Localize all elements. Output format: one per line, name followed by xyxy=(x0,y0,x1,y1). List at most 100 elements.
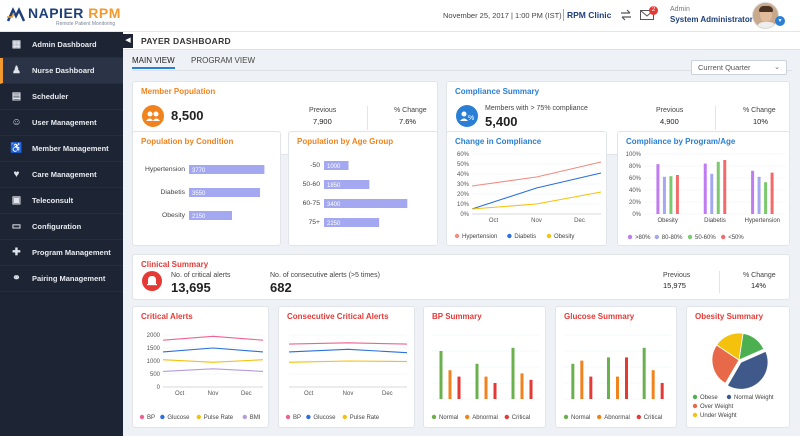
y-tick-label: 60% xyxy=(457,152,470,158)
x-tick-label: Dec xyxy=(574,218,585,224)
category-label: 75+ xyxy=(308,219,320,226)
chart-title: Population by Age Group xyxy=(297,137,394,146)
bar xyxy=(764,182,768,214)
brand-name: NAPIER RPM xyxy=(28,5,121,21)
change-label: % Change xyxy=(743,107,776,114)
calendar-icon: ▤ xyxy=(11,91,22,102)
dashboard-icon: ▦ xyxy=(11,39,22,50)
clinic-name: RPM Clinic xyxy=(567,10,612,20)
bar xyxy=(520,373,524,399)
bp-summary-card: BP Summary Normal Abnormal Critical xyxy=(423,306,546,428)
tab-program-view[interactable]: PROGRAM VIEW xyxy=(191,56,256,65)
y-tick-label: 0% xyxy=(632,212,641,218)
brand-logo[interactable]: NAPIER RPM Remote Patient Monitoring xyxy=(4,3,128,29)
sidebar: ▦ Admin Dashboard ♟ Nurse Dashboard ▤ Sched… xyxy=(0,32,123,436)
legend-label: Abnormal xyxy=(604,415,630,421)
sidebar-item-nurse-dashboard[interactable]: ♟ Nurse Dashboard xyxy=(0,58,123,84)
category-label: -50 xyxy=(310,162,320,169)
critical-alerts-value: 13,695 xyxy=(171,280,211,295)
compliance-value: 5,400 xyxy=(485,114,518,129)
collapse-sidebar-icon[interactable]: ◀ xyxy=(123,34,133,48)
sidebar-item-care-management[interactable]: ♥ Care Management xyxy=(0,162,123,188)
legend-label: 80-80% xyxy=(662,235,683,241)
avatar-shirt xyxy=(756,22,777,28)
legend-marker xyxy=(160,414,165,420)
previous-label: Previous xyxy=(656,107,684,114)
previous-label: Previous xyxy=(663,272,691,279)
brand-tagline: Remote Patient Monitoring xyxy=(56,21,116,27)
data-label: 2150 xyxy=(192,214,206,220)
legend-label: Obese xyxy=(700,395,718,401)
current-datetime: November 25, 2017 | 1:00 PM (IST) xyxy=(443,11,562,20)
y-tick-label: 0% xyxy=(460,212,469,218)
video-icon: ▣ xyxy=(11,195,22,206)
bp-summary-chart: Normal Abnormal Critical xyxy=(431,334,540,421)
sidebar-item-program-management[interactable]: ✚ Program Management xyxy=(0,240,123,266)
sidebar-item-admin-dashboard[interactable]: ▦ Admin Dashboard xyxy=(0,32,123,58)
sidebar-item-scheduler[interactable]: ▤ Scheduler xyxy=(0,84,123,110)
people-percent-icon: % xyxy=(456,105,478,127)
chevron-down-icon[interactable]: ▾ xyxy=(775,16,785,26)
sidebar-item-teleconsult[interactable]: ▣ Teleconsult xyxy=(0,188,123,214)
bar xyxy=(493,383,497,399)
change-label: % Change xyxy=(394,107,427,114)
avatar[interactable] xyxy=(752,2,779,29)
divider xyxy=(715,106,716,130)
sidebar-item-pairing-management[interactable]: ⚭ Pairing Management xyxy=(0,266,123,292)
bar xyxy=(770,172,774,214)
bar xyxy=(189,188,260,197)
x-tick-label: Oct xyxy=(489,218,499,224)
y-tick-label: 80% xyxy=(629,164,642,170)
legend-marker xyxy=(546,233,552,239)
legend-marker xyxy=(636,414,641,420)
legend-label: Glucose xyxy=(167,415,190,421)
member-population-title: Member Population xyxy=(141,87,216,96)
x-tick-label: Dec xyxy=(241,391,252,397)
compliance-by-program-card: Compliance by Program/Age 100% 80% 60% 40% 2… xyxy=(617,131,790,246)
sidebar-item-configuration[interactable]: ▭ Configuration xyxy=(0,214,123,240)
consecutive-alerts-label: No. of consecutive alerts (>5 times) xyxy=(270,272,380,279)
bar xyxy=(324,218,380,227)
avatar-hair xyxy=(759,6,773,12)
tab-main-view[interactable]: MAIN VIEW xyxy=(132,56,175,69)
sidebar-item-label: Scheduler xyxy=(32,92,69,101)
chart-title: BP Summary xyxy=(432,312,482,321)
y-tick-label: 50% xyxy=(457,162,470,168)
monitor-icon: ▭ xyxy=(11,221,22,232)
quarter-select-value: Current Quarter xyxy=(698,63,751,72)
user-name[interactable]: System Administrator xyxy=(670,15,753,24)
compliance-subtitle: Members with > 75% compliance xyxy=(485,105,588,112)
category-label: Diabetis xyxy=(160,189,185,196)
compliance-summary-title: Compliance Summary xyxy=(455,87,540,96)
critical-alerts-chart: 2000 1500 1000 500 0 Oct Nov Dec BP Glucose Pulse … xyxy=(139,333,264,421)
legend-label: BP xyxy=(293,415,301,421)
series-line xyxy=(471,172,602,210)
sidebar-item-user-management[interactable]: ☺ User Management xyxy=(0,110,123,136)
bar xyxy=(703,163,707,214)
legend-label: Critical xyxy=(512,415,530,421)
legend-marker xyxy=(692,394,698,400)
legend-label: Normal xyxy=(571,415,590,421)
critical-alerts-label: No. of critical alerts xyxy=(171,272,231,279)
quarter-select[interactable]: Current Quarter ⌄ xyxy=(691,60,787,75)
pie-slice xyxy=(716,332,744,361)
sidebar-item-label: Care Management xyxy=(32,170,97,179)
bar xyxy=(189,211,232,220)
page-title: PAYER DASHBOARD xyxy=(141,36,231,46)
main-content: ◀ PAYER DASHBOARD MAIN VIEW PROGRAM VIEW… xyxy=(123,32,800,436)
compliance-by-program-chart: 100% 80% 60% 40% 20% 0% Obesity Diabetis Hyperte… xyxy=(626,152,786,241)
legend-marker xyxy=(139,414,145,420)
notification-badge: 2 xyxy=(649,6,658,15)
chart-title: Obesity Summary xyxy=(695,312,764,321)
swap-icon[interactable] xyxy=(620,9,632,21)
bar xyxy=(571,363,575,399)
series-line xyxy=(288,360,408,363)
bar xyxy=(625,357,628,399)
x-tick-label: Oct xyxy=(175,391,185,397)
sidebar-item-member-management[interactable]: ♿ Member Management xyxy=(0,136,123,162)
bar xyxy=(457,376,461,399)
legend-marker xyxy=(627,234,633,240)
y-tick-label: 60% xyxy=(629,176,642,182)
data-label: 1850 xyxy=(327,183,341,189)
bar xyxy=(484,376,488,399)
